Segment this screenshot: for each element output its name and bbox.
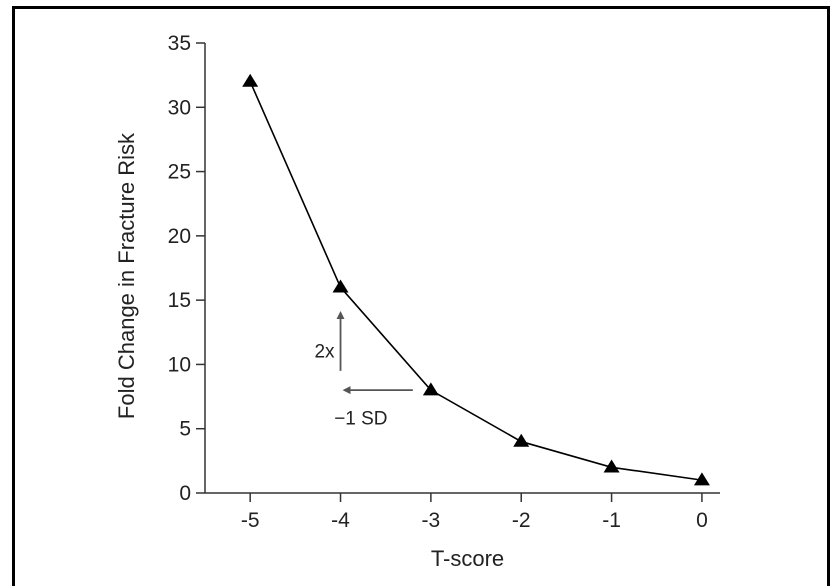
data-point-marker [422,382,439,396]
y-tick-label: 35 [168,32,191,55]
y-axis-label: Fold Change in Fracture Risk [114,132,139,419]
x-tick-label: -1 [602,509,621,532]
y-tick-label: 10 [168,353,191,376]
annotation-2x-label: 2x [314,342,335,363]
x-axis-ticks: -5 -4 -3 -2 -1 0 [241,493,708,532]
x-tick-label: -5 [241,509,260,532]
x-tick-label: 0 [696,509,708,532]
data-point-marker [332,279,349,293]
x-tick-label: -4 [331,509,350,532]
y-tick-label: 25 [168,161,191,184]
annotation-minus-1-sd-label: −1 SD [334,408,387,429]
data-point-marker [513,433,530,447]
data-point-marker [603,459,620,473]
data-point-marker [242,73,259,87]
axes [204,43,720,494]
x-axis-label: T-score [431,546,504,571]
y-tick-label: 30 [168,96,191,119]
y-tick-label: 20 [168,225,191,248]
series-group [242,73,710,486]
data-point-marker [693,472,710,486]
y-axis-ticks: 0 5 10 15 20 25 30 35 [168,32,205,505]
y-tick-label: 15 [168,289,191,312]
y-tick-label: 5 [179,418,191,441]
y-tick-label: 0 [179,482,191,505]
x-tick-label: -3 [422,509,441,532]
chart-frame [12,6,830,586]
series-line [249,81,703,481]
annotations: 2x −1 SD [314,311,413,429]
x-tick-label: -2 [512,509,531,532]
